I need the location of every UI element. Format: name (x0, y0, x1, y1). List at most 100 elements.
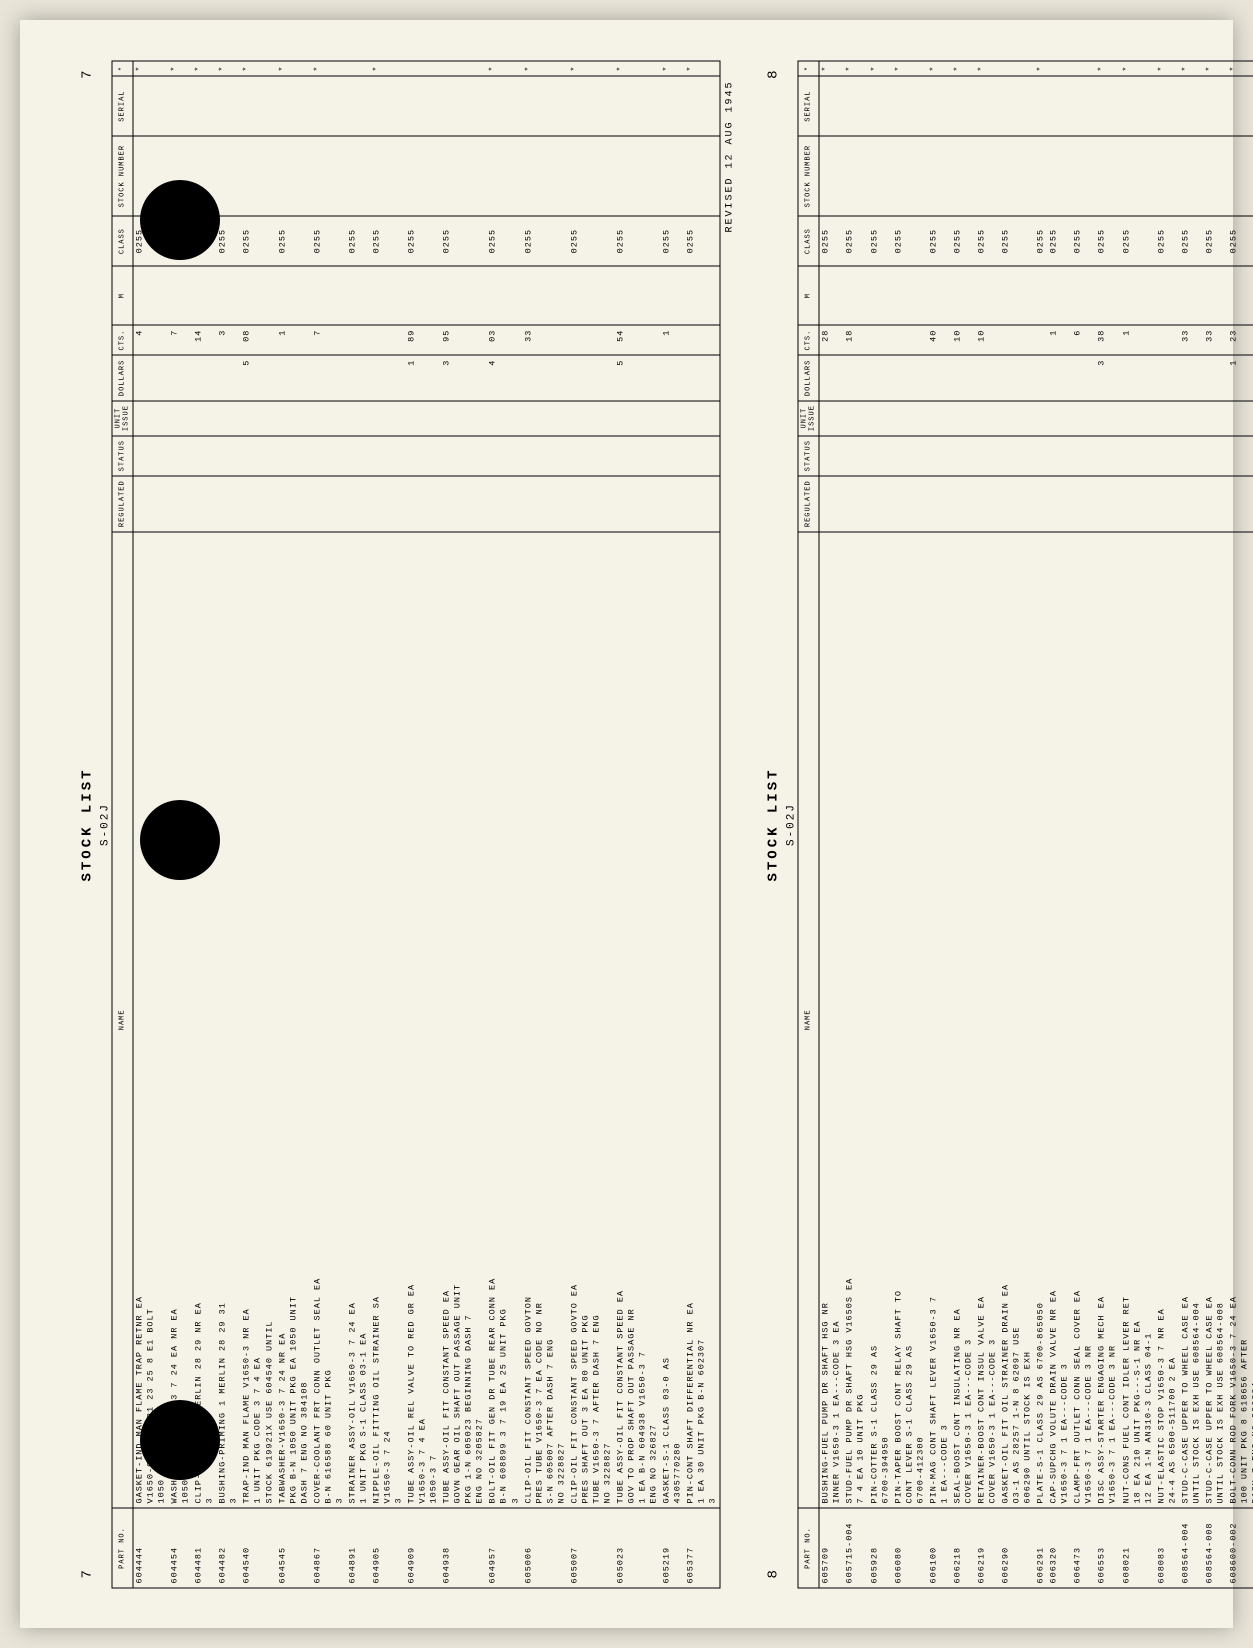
table-cell (892, 476, 927, 532)
table-cell (685, 136, 721, 216)
table-cell: 0255 (1096, 216, 1120, 266)
table-cell: 606080 (892, 1508, 927, 1588)
table-cell: * (892, 61, 927, 76)
table-row: 608021NUT-CONS FUEL CONT IDLER LEVER RET… (1120, 61, 1155, 1588)
table-cell (892, 266, 927, 325)
table-cell (819, 476, 844, 532)
table-cell: * (311, 61, 346, 76)
table-cell (441, 136, 487, 216)
table-cell: 604545 (276, 1508, 311, 1588)
table-cell: 604957 (487, 1508, 522, 1588)
table-cell (346, 325, 370, 355)
table-cell: 605377 (685, 1508, 721, 1588)
table-cell (1227, 266, 1253, 325)
table-cell: 5 (614, 355, 660, 400)
table-cell (346, 401, 370, 436)
table-cell (685, 266, 721, 325)
table-cell (1227, 136, 1253, 216)
table-cell (1000, 266, 1035, 325)
table-cell: PIN-MAG CONT SHAFT LEVER V1650-3 7 1 EA-… (927, 532, 951, 1508)
table-cell: * (487, 61, 522, 76)
table-cell (1035, 436, 1048, 476)
table-cell: 40 (927, 325, 951, 355)
table-cell (441, 436, 487, 476)
table-cell (217, 266, 241, 325)
table-cell: 08 (241, 325, 276, 355)
table-cell (1227, 436, 1253, 476)
table-cell: 0255 (217, 216, 241, 266)
column-header: DOLLARS (112, 355, 133, 400)
table-cell: 0255 (1120, 216, 1155, 266)
column-header: M (112, 266, 133, 325)
table-cell (1120, 401, 1155, 436)
table-row: 608083NUT-ELASTIC STOP V1650-3 7 NR EA 2… (1155, 61, 1179, 1588)
table-cell: * (1120, 61, 1155, 76)
table-cell (1179, 355, 1203, 400)
table-cell (661, 436, 685, 476)
table-cell (193, 76, 217, 136)
table-cell (614, 476, 660, 532)
table-cell (1096, 401, 1120, 436)
table-cell (311, 266, 346, 325)
table-cell (927, 401, 951, 436)
table-row: 605377PIN-CONT SHAFT DIFFERENTIAL NR EA … (685, 61, 721, 1588)
table-cell (370, 476, 405, 532)
table-cell: * (868, 61, 892, 76)
table-cell: * (951, 61, 975, 76)
table-cell (169, 266, 193, 325)
column-header: CTS. (112, 325, 133, 355)
table-cell (1035, 355, 1048, 400)
table-cell (568, 266, 614, 325)
column-header: UNIT ISSUE (112, 401, 133, 436)
page-number-right: 7 (80, 71, 96, 79)
table-cell (370, 76, 405, 136)
table-cell: 38 (1096, 325, 1120, 355)
table-cell (370, 136, 405, 216)
table-cell (522, 355, 568, 400)
table-cell (487, 76, 522, 136)
table-cell (819, 76, 844, 136)
table-cell (951, 266, 975, 325)
table-cell: 0255 (568, 216, 614, 266)
stock-table: PART NO.NAMEREGULATEDSTATUSUNIT ISSUEDOL… (798, 61, 1253, 1589)
table-cell: STUD-C-CASE UPPER TO WHEEL CASE EA UNTIL… (1179, 532, 1203, 1508)
table-cell (241, 476, 276, 532)
table-cell (346, 61, 370, 76)
table-row: 604545TABWASHER-V1650-3 7 24 NR EA PKG B… (276, 61, 311, 1588)
table-cell (311, 136, 346, 216)
table-cell (169, 136, 193, 216)
table-cell: 18 (844, 325, 868, 355)
table-cell: 0255 (892, 216, 927, 266)
table-cell: 3 (441, 355, 487, 400)
table-cell (276, 401, 311, 436)
table-cell (346, 476, 370, 532)
table-cell (1000, 476, 1035, 532)
table-cell (892, 401, 927, 436)
table-cell (1048, 401, 1072, 436)
table-cell: * (614, 61, 660, 76)
column-header: * (798, 61, 819, 76)
table-cell (133, 355, 169, 400)
table-cell (241, 401, 276, 436)
table-cell: * (276, 61, 311, 76)
table-cell (406, 436, 441, 476)
table-cell (661, 136, 685, 216)
table-cell (1203, 266, 1227, 325)
table-cell: DISC ASSY-STARTER ENGAGING MECH EA V1650… (1096, 532, 1120, 1508)
table-cell (193, 476, 217, 532)
table-cell (193, 436, 217, 476)
table-cell (169, 76, 193, 136)
table-cell (1120, 476, 1155, 532)
table-cell: 10 (975, 325, 999, 355)
table-cell: 54 (614, 325, 660, 355)
table-cell: CAP-SUPCHG VOLUTE DRAIN VALVE NR EA V165… (1048, 532, 1072, 1508)
table-row: 604891STRAINER ASSY-OIL V1650-3 7 24 EA … (346, 61, 370, 1588)
table-row: 604481CLIP-PRIMING 1 MERLIN 28 29 NR EA … (193, 61, 217, 1588)
table-cell (951, 76, 975, 136)
table-cell (311, 401, 346, 436)
table-cell: 0255 (1155, 216, 1179, 266)
table-cell (1000, 401, 1035, 436)
table-cell (1072, 355, 1096, 400)
table-cell (975, 476, 999, 532)
table-cell: 604454 (169, 1508, 193, 1588)
